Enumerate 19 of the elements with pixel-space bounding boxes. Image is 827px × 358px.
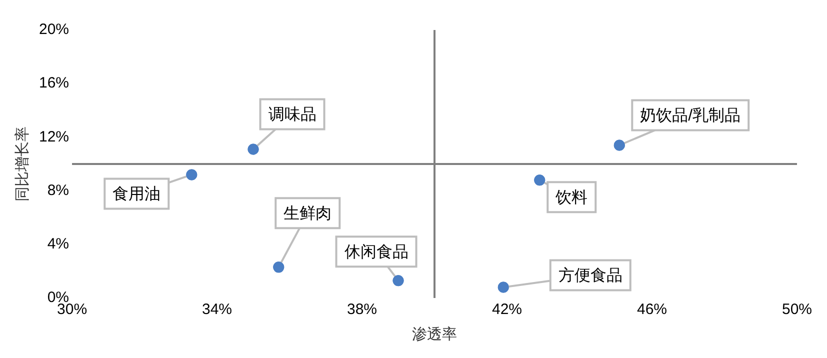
x-tick-label: 34% — [202, 301, 232, 318]
annotation: 生鲜肉 — [284, 204, 332, 223]
annotation: 食用油 — [112, 185, 161, 204]
annotation: 奶饮品/乳制品 — [640, 106, 741, 125]
annotation: 饮料 — [554, 188, 588, 206]
annotation: 方便食品 — [558, 266, 622, 285]
y-tick-label: 4% — [47, 236, 70, 253]
y-axis-title: 同比增长率 — [14, 126, 32, 202]
y-tick-label: 12% — [38, 128, 70, 146]
y-tick-label: 8% — [47, 182, 70, 199]
annotation: 调味品 — [268, 106, 316, 124]
x-tick-label: 38% — [347, 301, 378, 318]
x-tick-label: 46% — [636, 301, 668, 318]
annotation: 休闲食品 — [344, 242, 408, 261]
y-tick-label: 20% — [38, 21, 70, 38]
x-tick-label: 50% — [782, 301, 812, 318]
x-axis-title: 渗透率 — [412, 326, 458, 344]
x-tick-label: 42% — [492, 301, 522, 318]
y-tick-label: 16% — [38, 74, 70, 92]
